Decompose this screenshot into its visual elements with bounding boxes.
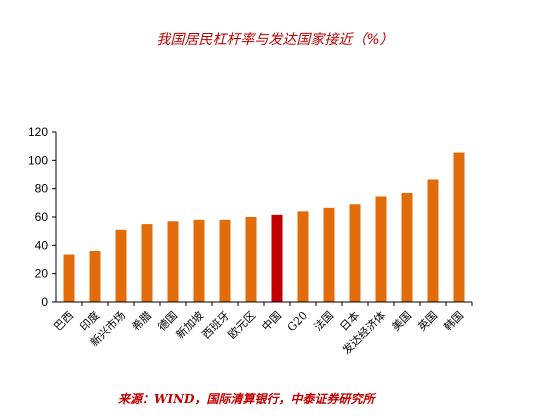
x-tick-label: 欧元区 — [226, 309, 259, 342]
bar — [375, 196, 387, 302]
bar — [245, 217, 257, 302]
x-tick-label: 法国 — [311, 308, 336, 333]
y-tick-label: 120 — [28, 125, 48, 139]
bar — [271, 214, 283, 302]
y-tick-label: 60 — [35, 210, 49, 224]
x-tick-label: 中国 — [259, 309, 284, 334]
bar — [349, 204, 361, 302]
x-tick-label: 美国 — [389, 309, 414, 334]
bar — [167, 221, 179, 302]
x-tick-label: 新加坡 — [173, 308, 206, 341]
bar — [115, 229, 127, 302]
y-tick-label: 0 — [41, 295, 48, 309]
y-tick-label: 40 — [35, 238, 49, 252]
bar — [323, 207, 335, 302]
y-axis: 0 20 40 60 80 100 120 — [28, 125, 57, 309]
bar — [453, 152, 465, 302]
bar — [427, 179, 439, 302]
x-tick-label: 希腊 — [129, 308, 154, 333]
bar — [141, 224, 153, 302]
y-tick-label: 80 — [35, 182, 49, 196]
x-tick-label: 巴西 — [51, 309, 76, 334]
x-axis: 巴西 印度新兴市场 希腊 德国新加坡西班牙欧元区 中国 G20 法国 日本发达经济体 美国 英国韩… — [51, 301, 473, 357]
source-note: 来源：WIND，国际清算银行，中泰证券研究所 — [118, 392, 375, 406]
chart-title: 我国居民杠杆率与发达国家接近（%） — [156, 32, 394, 48]
bar — [401, 192, 413, 302]
bar — [89, 251, 101, 302]
x-tick-label: G20 — [285, 309, 310, 334]
y-tick-label: 100 — [28, 153, 48, 167]
x-tick-label: 韩国 — [441, 308, 466, 333]
x-tick-label: 英国 — [415, 308, 440, 333]
bar — [297, 211, 309, 302]
x-tick-label: 西班牙 — [200, 309, 233, 342]
y-tick-label: 20 — [35, 267, 49, 281]
bar — [219, 219, 231, 302]
bar — [193, 219, 205, 302]
bars — [63, 152, 465, 302]
bar — [63, 254, 75, 302]
